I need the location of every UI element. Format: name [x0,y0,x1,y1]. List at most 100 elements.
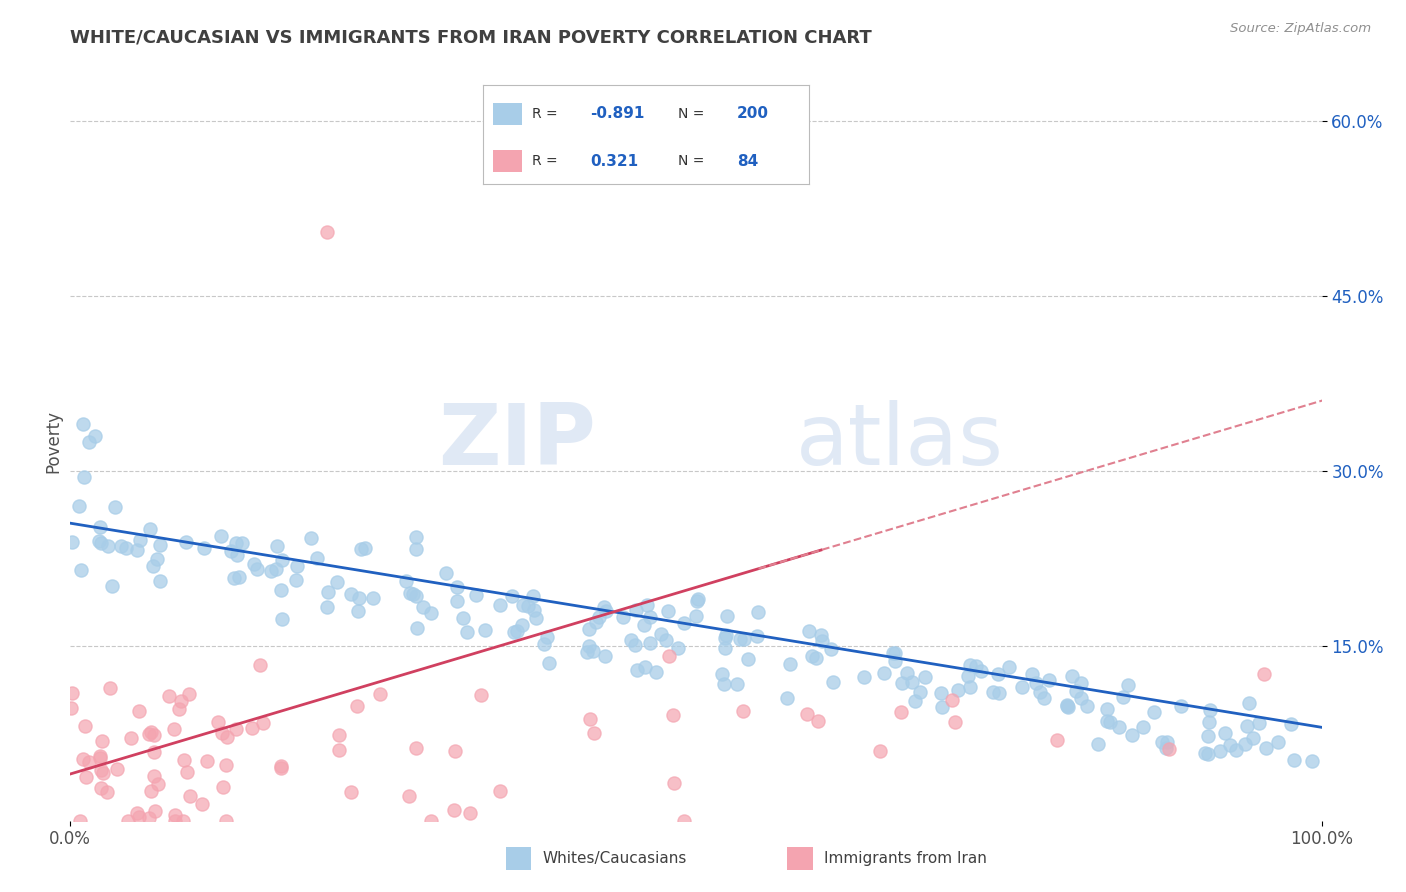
Point [174,534,197,549]
Point [716,628,738,642]
Point [456,624,478,639]
Point [1213,726,1236,740]
Point [420,814,443,828]
Point [624,603,647,617]
Point [623,638,645,652]
Point [987,686,1010,700]
Point [84,428,107,442]
Point [956,669,979,683]
Point [412,599,434,614]
Point [60,534,83,549]
Point [914,670,936,684]
Point [1197,729,1219,743]
Point [398,789,420,803]
Point [1237,697,1260,711]
Point [246,562,269,576]
Point [578,622,600,636]
Point [1029,684,1052,698]
Point [489,784,512,798]
Point [853,670,876,684]
Point [225,536,247,550]
Point [195,754,218,768]
Point [638,610,661,624]
Point [328,728,350,742]
Point [224,571,246,585]
Point [353,541,375,555]
Point [588,610,610,624]
Point [686,594,709,608]
Point [340,785,363,799]
Point [523,602,546,616]
Point [270,583,292,598]
Point [211,726,233,740]
Point [266,562,288,576]
Point [737,652,759,666]
Point [139,522,162,536]
Point [315,225,337,239]
Point [207,714,229,729]
Point [873,666,896,681]
Point [143,804,166,818]
Point [285,559,308,574]
Point [807,714,830,728]
Point [172,814,194,828]
Point [252,715,274,730]
Point [1156,735,1178,749]
Point [747,605,769,619]
Text: Source: ZipAtlas.com: Source: ZipAtlas.com [1230,22,1371,36]
Point [399,586,422,600]
Point [96,785,118,799]
Point [117,814,139,828]
Point [138,811,160,825]
Point [745,629,768,643]
Point [443,744,465,758]
Point [489,598,512,612]
Point [524,611,547,625]
Point [110,539,132,553]
Point [215,814,238,828]
Point [402,587,425,601]
Point [98,681,121,696]
Point [163,807,186,822]
Point [673,615,696,630]
Point [170,693,193,707]
Point [128,705,150,719]
Point [405,741,427,756]
Point [307,550,329,565]
Point [1209,744,1232,758]
Point [1249,715,1271,730]
Point [368,687,391,701]
Point [271,612,294,626]
Point [138,727,160,741]
Point [1199,703,1222,717]
Point [657,604,679,618]
Point [225,722,247,736]
Point [725,677,748,691]
Point [240,721,263,735]
Point [869,744,891,758]
Point [215,758,238,772]
Point [931,686,953,700]
Point [1098,714,1121,729]
Point [443,803,465,817]
Point [347,604,370,618]
Point [193,541,215,556]
Point [451,611,474,625]
Point [503,624,526,639]
Point [173,753,195,767]
Point [163,722,186,736]
Point [943,714,966,729]
Point [474,623,496,637]
Point [146,777,169,791]
Point [820,642,842,657]
Point [179,789,201,803]
Point [90,733,112,747]
Point [1254,740,1277,755]
Point [470,688,492,702]
Point [981,684,1004,698]
Text: atlas: atlas [796,400,1004,483]
Point [536,630,558,644]
Point [810,628,832,642]
Text: WHITE/CAUCASIAN VS IMMIGRANTS FROM IRAN POVERTY CORRELATION CHART: WHITE/CAUCASIAN VS IMMIGRANTS FROM IRAN … [70,29,872,47]
Point [128,533,150,547]
